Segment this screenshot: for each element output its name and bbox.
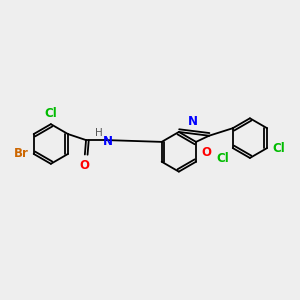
Text: Br: Br <box>14 147 28 161</box>
Text: O: O <box>201 146 211 159</box>
Text: N: N <box>103 135 113 148</box>
Text: H: H <box>95 128 103 138</box>
Text: Cl: Cl <box>216 152 229 165</box>
Text: Cl: Cl <box>44 107 57 120</box>
Text: O: O <box>80 159 90 172</box>
Text: N: N <box>188 115 198 128</box>
Text: Cl: Cl <box>272 142 285 154</box>
